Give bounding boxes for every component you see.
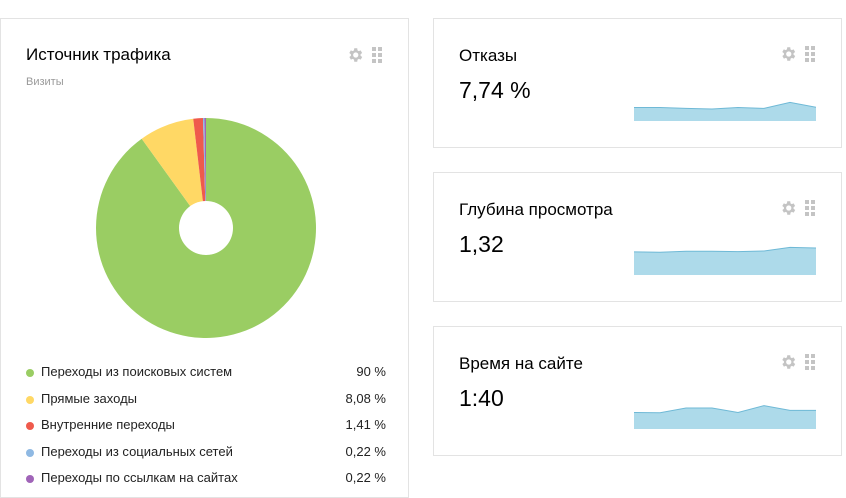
widget-tools <box>779 45 815 63</box>
legend-swatch <box>26 395 34 404</box>
metric-widget-page-depth: Глубина просмотра 1,32 <box>433 172 842 302</box>
metric-value: 1:40 <box>459 385 504 411</box>
legend-item[interactable]: Переходы из поисковых систем 90 % <box>26 364 386 391</box>
metric-widget-time-on-site: Время на сайте 1:40 <box>433 326 842 456</box>
traffic-legend: Переходы из поисковых систем 90 % Прямые з… <box>26 364 386 497</box>
sparkline-area <box>634 247 816 275</box>
pie-slice[interactable] <box>193 118 206 228</box>
gear-icon[interactable] <box>346 46 364 64</box>
drag-handle-icon[interactable] <box>372 47 382 63</box>
pie-slice[interactable] <box>204 118 206 228</box>
sparkline-line <box>634 405 816 414</box>
sparkline-area <box>634 405 816 429</box>
gear-icon[interactable] <box>779 353 797 371</box>
widget-tools <box>779 199 815 217</box>
sparkline-line <box>634 101 816 110</box>
gear-icon[interactable] <box>779 45 797 63</box>
metric-sparkline <box>634 101 816 121</box>
legend-item[interactable]: Прямые заходы 8,08 % <box>26 391 386 418</box>
widget-subtitle: Визиты <box>26 76 64 88</box>
pie-hole <box>179 201 233 255</box>
metric-sparkline <box>634 246 816 275</box>
sparkline-line <box>634 246 816 253</box>
traffic-source-widget: Источник трафика Визиты Переходы из поис… <box>0 18 409 498</box>
legend-item[interactable]: Переходы из социальных сетей 0,22 % <box>26 444 386 471</box>
legend-item[interactable]: Переходы по ссылкам на сайтах 0,22 % <box>26 470 386 497</box>
metric-title: Отказы <box>459 46 518 65</box>
legend-value: 0,22 % <box>345 470 386 485</box>
metric-widget-bounce-rate: Отказы 7,74 % <box>433 18 842 148</box>
metric-title: Глубина просмотра <box>459 200 613 219</box>
metric-value: 7,74 % <box>459 77 531 103</box>
legend-label: Переходы из социальных сетей <box>41 443 233 459</box>
widget-tools <box>346 46 382 64</box>
sparkline-area <box>634 102 816 121</box>
pie-slice[interactable] <box>141 118 206 228</box>
legend-value: 1,41 % <box>345 417 386 432</box>
legend-swatch <box>26 475 34 483</box>
legend-swatch <box>26 369 34 377</box>
metric-sparkline <box>634 405 816 429</box>
legend-label: Внутренние переходы <box>41 417 175 432</box>
metric-title: Время на сайте <box>459 354 583 373</box>
legend-item[interactable]: Внутренние переходы 1,41 % <box>26 417 386 444</box>
legend-value: 90 % <box>356 364 386 379</box>
drag-handle-icon[interactable] <box>805 354 815 370</box>
legend-swatch <box>26 448 34 457</box>
drag-handle-icon[interactable] <box>805 200 815 216</box>
legend-value: 0,22 % <box>345 443 386 459</box>
legend-value: 8,08 % <box>345 390 386 406</box>
legend-label: Переходы из поисковых систем <box>41 364 233 379</box>
traffic-pie-chart <box>96 118 316 338</box>
pie-slice[interactable] <box>202 118 206 228</box>
gear-icon[interactable] <box>779 199 797 217</box>
legend-label: Переходы по ссылкам на сайтах <box>41 470 238 485</box>
legend-label: Прямые заходы <box>41 390 138 406</box>
metric-value: 1,32 <box>459 231 504 257</box>
widget-title: Источник трафика <box>26 45 171 64</box>
widget-tools <box>779 353 815 371</box>
drag-handle-icon[interactable] <box>805 46 815 62</box>
legend-swatch <box>26 422 34 430</box>
